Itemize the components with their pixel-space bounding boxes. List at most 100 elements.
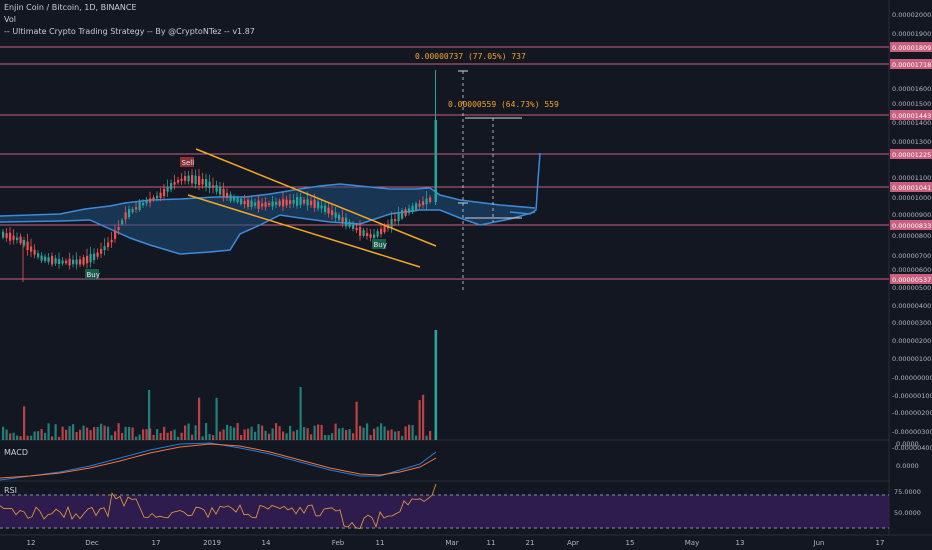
candle-body	[86, 255, 89, 264]
candle-body	[75, 259, 78, 265]
volume-bar	[219, 431, 222, 440]
candle-body	[2, 231, 5, 238]
horizontal-levels	[0, 46, 889, 280]
price-tick: -0.00000200	[892, 409, 932, 417]
buy-signal-2: Buy	[374, 241, 387, 249]
candle-body	[310, 200, 313, 206]
candle-body	[247, 199, 250, 207]
volume-bar	[278, 426, 281, 440]
volume-bar	[148, 390, 151, 440]
volume-bar	[401, 435, 404, 440]
volume-bar	[131, 427, 134, 440]
volume-bar	[222, 429, 225, 440]
volume-bar	[299, 387, 302, 440]
volume-bar	[198, 397, 201, 440]
time-tick: Mar	[445, 539, 458, 547]
volume-bar	[233, 427, 236, 440]
strategy-label[interactable]: -- Ultimate Crypto Trading Strategy -- B…	[4, 27, 255, 36]
volume-bar	[320, 424, 323, 440]
volume-bar	[306, 428, 309, 440]
volume-bar	[194, 425, 197, 440]
volume-bar	[310, 434, 313, 440]
volume-bar	[247, 428, 250, 440]
time-tick: 17	[876, 539, 885, 547]
volume-bar	[355, 401, 358, 440]
candle-body	[285, 199, 288, 206]
candle-body	[261, 203, 264, 207]
macd-label[interactable]: MACD	[4, 448, 28, 457]
volume-bar	[404, 426, 407, 440]
candle-body	[30, 246, 33, 252]
sell-signal: Sell	[182, 159, 195, 167]
volume-bar	[114, 431, 117, 440]
rsi-label[interactable]: RSI	[4, 486, 17, 495]
candle-body	[348, 221, 351, 227]
volume-bar	[236, 423, 239, 440]
volume-bar	[215, 397, 218, 440]
candle-body	[138, 202, 141, 210]
candle-body	[145, 201, 148, 204]
signal-labels: Buy Sell Buy	[85, 157, 387, 279]
candle-body	[383, 225, 386, 233]
volume-bar	[338, 428, 341, 440]
volume-bar	[229, 426, 232, 440]
volume-label[interactable]: Vol	[4, 15, 16, 24]
candle-body	[184, 176, 187, 181]
candle-body	[142, 202, 145, 206]
price-tick: 0.00000600	[892, 266, 931, 274]
volume-bar	[264, 430, 267, 440]
candle-body	[110, 239, 113, 243]
candle-body	[163, 188, 166, 197]
candle-body	[152, 197, 155, 201]
volume-bar	[226, 424, 229, 440]
candle-body	[362, 230, 365, 236]
level-badge: 0.00001809	[892, 44, 931, 52]
volume-bar	[250, 426, 253, 440]
symbol-title[interactable]: Enjin Coin / Bitcoin, 1D, BINANCE	[4, 3, 137, 12]
volume-bars	[2, 330, 438, 440]
candle-body	[208, 181, 211, 189]
volume-bar	[16, 435, 19, 440]
volume-bar	[201, 436, 204, 440]
price-axis-labels[interactable]: 0.00002000 0.00001900 0.00001600 0.00001500…	[892, 11, 932, 517]
volume-bar	[334, 423, 337, 440]
volume-bar	[180, 432, 183, 440]
price-tick: 0.00000800	[892, 232, 931, 240]
candle-body	[236, 198, 239, 203]
candle-body	[327, 207, 330, 214]
volume-bar	[282, 431, 285, 440]
candle-body	[100, 248, 103, 254]
candle-body	[201, 178, 204, 185]
volume-bar	[61, 426, 64, 440]
volume-bar	[89, 430, 92, 440]
candle-body	[341, 217, 344, 222]
measure-label-1: 0.00000737 (77.05%) 737	[415, 52, 526, 61]
candle-body	[317, 201, 320, 209]
candle-body	[5, 233, 8, 239]
candle-body	[331, 210, 334, 216]
candle-body	[278, 200, 281, 206]
candle-body	[355, 227, 358, 231]
price-tick: 0.00000500	[892, 284, 931, 292]
candle-body	[198, 176, 201, 185]
time-tick: Feb	[332, 539, 345, 547]
time-axis-labels[interactable]: 12 Dec 17 2019 14 Feb 11 Mar 11 21 Apr 15 May 13 Jun 17	[27, 539, 885, 547]
candle-body	[352, 224, 355, 229]
volume-bar	[177, 436, 180, 440]
candle-body	[219, 186, 222, 195]
candle-body	[187, 175, 190, 182]
time-tick: 11	[487, 539, 496, 547]
volume-bar	[383, 426, 386, 440]
candle-body	[373, 234, 376, 239]
time-tick: May	[685, 539, 699, 547]
volume-bar	[170, 430, 173, 440]
candle-body	[180, 178, 183, 181]
price-tick: 0.00001900	[892, 30, 931, 38]
volume-bar	[110, 435, 113, 440]
volume-bar	[37, 431, 40, 440]
falling-wedge	[187, 148, 437, 268]
volume-bar	[394, 431, 397, 440]
volume-bar	[5, 429, 8, 440]
volume-bar	[243, 429, 246, 440]
